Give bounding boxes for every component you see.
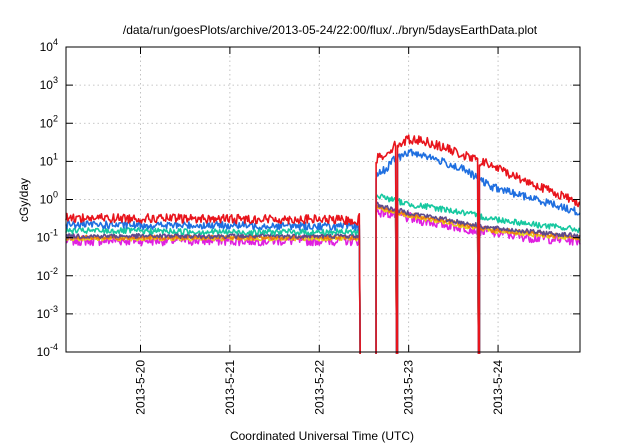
series-line <box>65 193 581 355</box>
x-tick-label: 2013-5-20 <box>133 360 147 415</box>
x-tick-label: 2013-5-24 <box>491 360 505 415</box>
y-axis-title: cGy/day <box>17 178 31 222</box>
x-tick-label: 2013-5-23 <box>402 360 416 415</box>
series-line <box>65 134 581 355</box>
series-layer <box>65 134 581 355</box>
series-line <box>65 148 581 355</box>
y-tick-label: 100 <box>40 190 58 207</box>
y-tick-label: 104 <box>40 37 58 54</box>
x-axis-title: Coordinated Universal Time (UTC) <box>230 429 414 443</box>
y-tick-label: 10-4 <box>37 342 58 359</box>
x-tick-label: 2013-5-22 <box>312 360 326 415</box>
x-tick-label: 2013-5-21 <box>223 360 237 415</box>
chart-title: /data/run/goesPlots/archive/2013-05-24/2… <box>123 23 538 37</box>
series-line <box>65 204 581 355</box>
y-tick-label: 10-2 <box>37 266 58 283</box>
ticks <box>66 46 580 353</box>
y-tick-label: 101 <box>40 151 58 168</box>
x-tick-labels: 2013-5-20 2013-5-21 2013-5-22 2013-5-23 2013… <box>133 360 505 415</box>
y-tick-label: 10-3 <box>37 304 58 321</box>
y-tick-label: 103 <box>40 75 58 92</box>
series-line <box>65 201 581 355</box>
y-tick-label: 102 <box>40 113 58 130</box>
y-tick-labels: 10-4 10-3 10-2 10-1 100 101 102 103 104 <box>37 37 58 359</box>
y-tick-label: 10-1 <box>37 228 58 245</box>
